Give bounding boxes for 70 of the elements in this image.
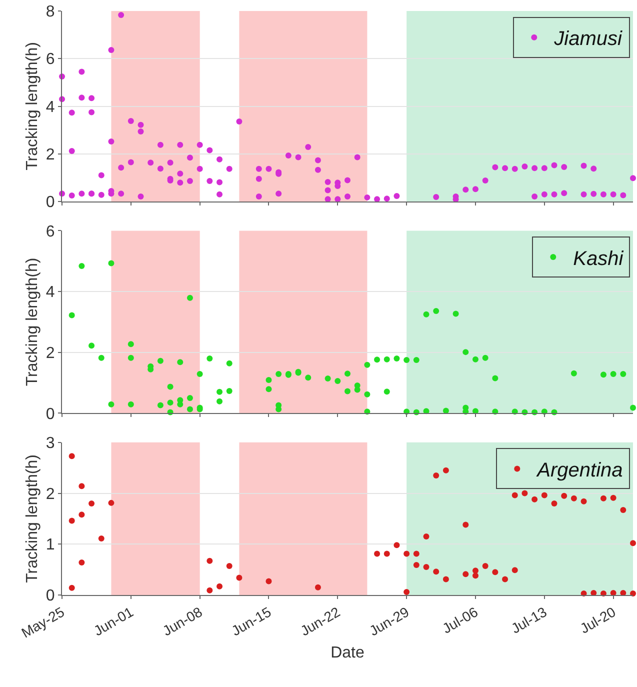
point <box>472 568 478 574</box>
point <box>68 518 75 524</box>
legend-label: Kashi <box>573 248 624 270</box>
y-tick-label: 8 <box>46 4 55 21</box>
point <box>216 583 223 590</box>
point <box>413 562 420 568</box>
point <box>570 495 577 502</box>
point <box>610 494 616 501</box>
point <box>206 587 213 594</box>
point <box>374 550 380 557</box>
y-axis-title: Tracking length(h) <box>24 42 41 170</box>
point <box>266 578 272 584</box>
point <box>580 498 587 504</box>
point <box>394 542 400 548</box>
y-tick-label: 6 <box>46 223 55 240</box>
point <box>462 522 469 528</box>
point <box>404 550 410 557</box>
y-tick-label: 2 <box>46 344 55 362</box>
point <box>472 572 478 579</box>
point <box>314 584 321 590</box>
point <box>226 563 232 570</box>
point <box>384 550 390 557</box>
legend-label: Argentina <box>536 460 623 482</box>
point <box>462 571 469 578</box>
point <box>413 550 420 557</box>
y-tick-label: 0 <box>46 194 55 212</box>
point <box>68 453 75 460</box>
point <box>404 588 410 595</box>
y-tick-label: 3 <box>46 435 55 452</box>
point <box>442 467 449 474</box>
y-tick-label: 0 <box>46 588 55 605</box>
point <box>433 472 440 478</box>
point <box>482 563 488 570</box>
point <box>442 576 449 582</box>
point <box>423 564 430 570</box>
point <box>433 568 440 575</box>
point <box>522 490 528 496</box>
point <box>512 492 518 498</box>
point <box>561 492 568 499</box>
y-tick-label: 2 <box>46 146 55 164</box>
y-tick-label: 0 <box>46 406 55 423</box>
point <box>423 534 430 540</box>
point <box>541 492 548 498</box>
point <box>88 500 95 506</box>
legend-label: Jiamusi <box>553 28 622 50</box>
point <box>68 584 75 591</box>
y-tick-label: 2 <box>46 486 55 503</box>
point <box>630 540 636 546</box>
point <box>78 512 85 518</box>
point <box>532 496 538 502</box>
point <box>206 558 213 564</box>
y-axis-title: Tracking length(h) <box>24 454 41 583</box>
point <box>620 507 626 514</box>
point <box>600 495 606 502</box>
x-axis-title: Date <box>330 644 364 662</box>
point <box>502 576 508 582</box>
point <box>512 567 518 574</box>
point <box>492 569 498 576</box>
point <box>551 500 558 506</box>
point <box>108 500 114 506</box>
y-tick-label: 4 <box>46 284 55 302</box>
point <box>630 590 636 596</box>
y-axis-title: Tracking length(h) <box>24 258 41 386</box>
y-tick-label: 4 <box>46 98 55 116</box>
point <box>78 559 85 566</box>
point <box>98 536 104 542</box>
y-tick-label: 6 <box>46 51 55 68</box>
point <box>236 574 242 581</box>
point <box>78 483 85 490</box>
y-tick-label: 1 <box>46 536 55 554</box>
